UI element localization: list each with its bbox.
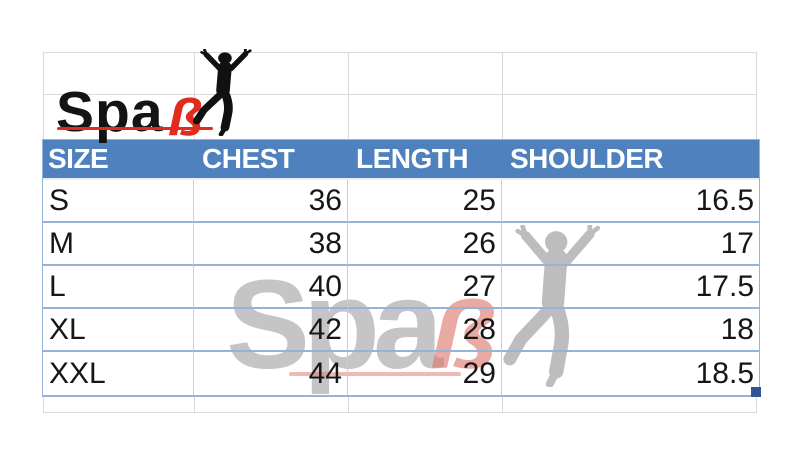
cell-chest-xxl[interactable]: 44 — [194, 352, 348, 395]
cell-length-xl[interactable]: 28 — [348, 309, 502, 352]
gridline-vertical — [502, 397, 503, 413]
gridline-horizontal — [43, 52, 757, 53]
gridline-vertical — [756, 52, 757, 140]
brand-watermark: Spa ß — [226, 0, 800, 395]
gridline-vertical — [194, 52, 195, 140]
cell-shoulder-m[interactable]: 17 — [502, 223, 759, 266]
cell-chest-xl[interactable]: 42 — [194, 309, 348, 352]
header-cell-chest[interactable]: CHEST — [194, 140, 348, 180]
cell-shoulder-s[interactable]: 16.5 — [502, 180, 759, 223]
cell-length-m[interactable]: 26 — [348, 223, 502, 266]
gridline-vertical — [756, 397, 757, 413]
cell-chest-m[interactable]: 38 — [194, 223, 348, 266]
cell-chest-s[interactable]: 36 — [194, 180, 348, 223]
cell-shoulder-xxl[interactable]: 18.5 — [695, 356, 754, 390]
cell-shoulder-xl[interactable]: 18 — [502, 309, 759, 352]
gymnast-figure-logo-icon — [189, 49, 257, 136]
cell-size-l[interactable]: L — [43, 266, 194, 309]
cell-length-s[interactable]: 25 — [348, 180, 502, 223]
gridline-vertical — [194, 397, 195, 413]
header-cell-shoulder[interactable]: SHOULDER — [502, 140, 759, 180]
size-chart-table: SIZE CHEST LENGTH SHOULDER S 36 25 16.5 … — [42, 139, 760, 397]
cell-size-xxl[interactable]: XXL — [43, 352, 194, 395]
gridline-horizontal — [43, 412, 757, 413]
gridline-horizontal — [43, 94, 757, 95]
gridline-vertical — [502, 52, 503, 140]
cell-length-xxl[interactable]: 29 — [348, 352, 502, 395]
logo-text: Spa — [56, 80, 164, 144]
gridline-vertical — [43, 52, 44, 140]
watermark-text: Spa — [226, 254, 443, 395]
gridline-vertical — [348, 397, 349, 413]
header-cell-length[interactable]: LENGTH — [348, 140, 502, 180]
cell-size-xl[interactable]: XL — [43, 309, 194, 352]
gridline-vertical — [43, 397, 44, 413]
cell-shoulder-l[interactable]: 17.5 — [502, 266, 759, 309]
selection-fill-handle[interactable] — [751, 387, 761, 397]
cell-size-m[interactable]: M — [43, 223, 194, 266]
watermark-eszett: ß — [430, 282, 498, 389]
header-cell-size[interactable]: SIZE — [43, 140, 194, 180]
gridline-vertical — [348, 52, 349, 140]
logo-underline — [57, 127, 213, 130]
watermark-underline — [289, 372, 461, 376]
cell-length-l[interactable]: 27 — [348, 266, 502, 309]
cell-size-s[interactable]: S — [43, 180, 194, 223]
cell-chest-l[interactable]: 40 — [194, 266, 348, 309]
